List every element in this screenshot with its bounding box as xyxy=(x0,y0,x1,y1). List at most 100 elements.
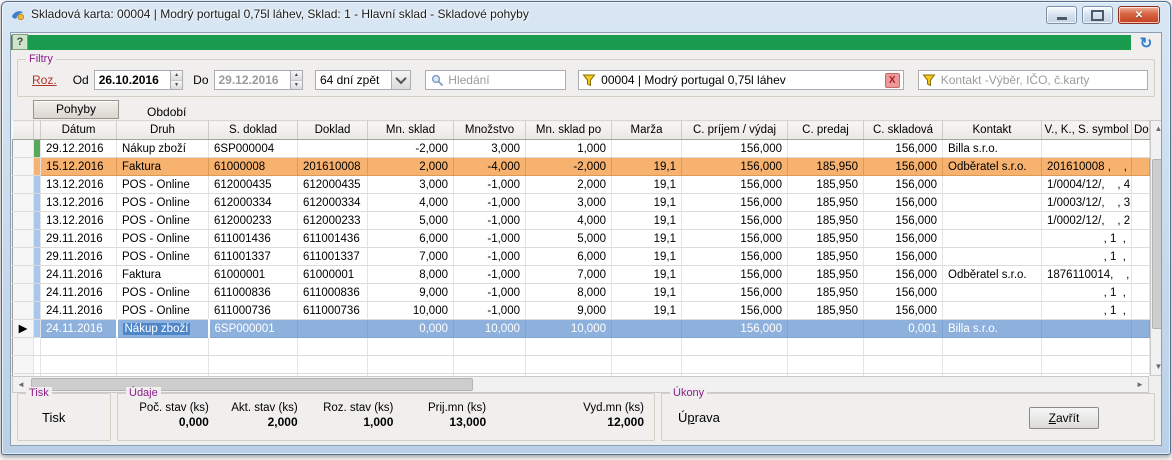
row-selector[interactable] xyxy=(13,248,34,266)
cell[interactable]: 1/0003/12/, , 3 xyxy=(1042,194,1132,212)
cell[interactable]: 185,950 xyxy=(788,284,864,302)
cell[interactable] xyxy=(1132,284,1150,302)
cell[interactable] xyxy=(1132,266,1150,284)
minimize-button[interactable] xyxy=(1046,6,1077,24)
cell[interactable]: 61000001 xyxy=(209,266,298,284)
cell[interactable]: 5,000 xyxy=(526,230,612,248)
cell[interactable] xyxy=(1132,302,1150,320)
cell[interactable] xyxy=(612,140,682,158)
cell[interactable]: 4,000 xyxy=(368,194,454,212)
cell[interactable]: POS - Online xyxy=(117,284,209,302)
range-select-button[interactable] xyxy=(391,71,410,89)
horizontal-scroll-thumb[interactable] xyxy=(31,378,473,391)
cell[interactable]: 156,000 xyxy=(864,284,943,302)
date-to-spinner[interactable]: ▲▼ xyxy=(291,70,303,90)
row-selector[interactable] xyxy=(13,356,34,374)
cell[interactable]: 29.11.2016 xyxy=(41,230,117,248)
cell[interactable]: 612000435 xyxy=(209,176,298,194)
cell[interactable]: -4,000 xyxy=(454,158,526,176)
tab-pohyby[interactable]: Pohyby xyxy=(33,100,119,119)
column-header[interactable]: C. skladová xyxy=(864,121,943,140)
cell[interactable]: 611000736 xyxy=(298,302,368,320)
vertical-scrollbar[interactable]: ▲ ▼ xyxy=(1150,120,1162,376)
cell[interactable]: -1,000 xyxy=(454,230,526,248)
cell[interactable]: POS - Online xyxy=(117,212,209,230)
row-selector[interactable] xyxy=(13,230,34,248)
cell[interactable]: 156,000 xyxy=(864,158,943,176)
cell[interactable]: 3,000 xyxy=(454,140,526,158)
scroll-down-icon[interactable]: ▼ xyxy=(1151,359,1162,375)
cell[interactable] xyxy=(526,356,612,374)
row-selector[interactable] xyxy=(13,212,34,230)
cell[interactable]: Faktura xyxy=(117,158,209,176)
column-header[interactable]: Kontakt xyxy=(943,121,1042,140)
uprava-action[interactable]: Úprava xyxy=(678,410,720,425)
cell[interactable]: 19,1 xyxy=(612,248,682,266)
cell[interactable]: 611001337 xyxy=(209,248,298,266)
cell[interactable]: 612000233 xyxy=(298,212,368,230)
column-header[interactable]: Doklad xyxy=(298,121,368,140)
cell[interactable]: 156,000 xyxy=(682,248,788,266)
close-button[interactable]: ✕ xyxy=(1118,6,1160,24)
cell[interactable] xyxy=(788,356,864,374)
table-row[interactable]: 29.11.2016POS - Online611001337611001337… xyxy=(13,248,1150,266)
cell[interactable] xyxy=(1042,338,1132,356)
cell[interactable]: 19,1 xyxy=(612,194,682,212)
cell[interactable]: 19,1 xyxy=(612,284,682,302)
column-header[interactable]: Druh xyxy=(117,121,209,140)
clear-filter-button[interactable]: X xyxy=(885,73,900,88)
cell[interactable]: 611001436 xyxy=(298,230,368,248)
cell[interactable] xyxy=(1132,176,1150,194)
empty-row[interactable] xyxy=(13,338,1150,356)
cell[interactable]: 156,000 xyxy=(864,302,943,320)
cell[interactable]: Nákup zboží xyxy=(117,140,209,158)
cell[interactable] xyxy=(943,284,1042,302)
cell[interactable] xyxy=(864,338,943,356)
column-header[interactable]: S. doklad xyxy=(209,121,298,140)
cell[interactable]: 201610008 , , xyxy=(1042,158,1132,176)
cell[interactable]: -1,000 xyxy=(454,266,526,284)
cell[interactable]: 24.11.2016 xyxy=(41,302,117,320)
cell[interactable] xyxy=(1132,212,1150,230)
cell[interactable] xyxy=(788,140,864,158)
cell[interactable]: -1,000 xyxy=(454,194,526,212)
cell[interactable]: -1,000 xyxy=(454,284,526,302)
cell[interactable]: 156,000 xyxy=(682,230,788,248)
cell[interactable]: 185,950 xyxy=(788,248,864,266)
cell[interactable]: 13.12.2016 xyxy=(41,176,117,194)
cell[interactable] xyxy=(1132,356,1150,374)
cell[interactable]: -1,000 xyxy=(454,302,526,320)
cell[interactable]: POS - Online xyxy=(117,194,209,212)
cell[interactable]: 29.12.2016 xyxy=(41,140,117,158)
cell[interactable]: 156,000 xyxy=(864,140,943,158)
cell[interactable] xyxy=(1132,140,1150,158)
cell[interactable]: 2,000 xyxy=(526,176,612,194)
cell[interactable]: 156,000 xyxy=(682,194,788,212)
cell[interactable]: Nákup zboží xyxy=(117,320,209,338)
cell[interactable]: 4,000 xyxy=(526,212,612,230)
cell[interactable]: 185,950 xyxy=(788,158,864,176)
table-row[interactable]: 13.12.2016POS - Online612000435612000435… xyxy=(13,176,1150,194)
cell[interactable]: Billa s.r.o. xyxy=(943,320,1042,338)
cell[interactable]: 185,950 xyxy=(788,194,864,212)
cell[interactable]: 611001436 xyxy=(209,230,298,248)
date-from-spinner[interactable]: ▲▼ xyxy=(171,70,183,90)
cell[interactable] xyxy=(612,356,682,374)
product-filter-field[interactable]: 00004 | Modrý portugal 0,75l láhev X xyxy=(578,70,904,90)
cell[interactable]: 6SP000001 xyxy=(209,320,298,338)
column-header[interactable]: Množstvo xyxy=(454,121,526,140)
cell[interactable]: 5,000 xyxy=(368,212,454,230)
cell[interactable] xyxy=(117,356,209,374)
date-to-field[interactable]: 29.12.2016 xyxy=(214,70,291,90)
cell[interactable]: 61000008 xyxy=(209,158,298,176)
cell[interactable]: 156,000 xyxy=(682,140,788,158)
column-header[interactable]: Marža xyxy=(612,121,682,140)
cell[interactable] xyxy=(1042,140,1132,158)
cell[interactable]: POS - Online xyxy=(117,302,209,320)
cell[interactable]: -2,000 xyxy=(526,158,612,176)
cell[interactable]: -2,000 xyxy=(368,140,454,158)
row-selector[interactable] xyxy=(13,176,34,194)
cell[interactable]: 15.12.2016 xyxy=(41,158,117,176)
cell[interactable]: 0,001 xyxy=(864,320,943,338)
cell[interactable] xyxy=(943,338,1042,356)
